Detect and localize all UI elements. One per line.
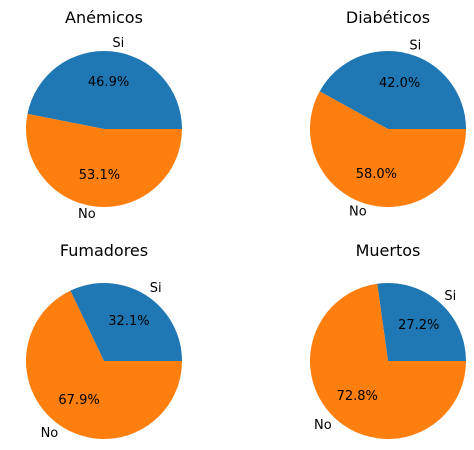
slice-label-no: No	[349, 205, 367, 220]
chart-title: Diabéticos	[346, 8, 430, 27]
chart-title: Muertos	[356, 241, 421, 260]
pie-chart-2: Diabéticos Si 42.0% No 58.0%	[309, 8, 466, 220]
slice-label-no: No	[314, 418, 332, 433]
slice-value-label-no: 58.0%	[356, 167, 397, 182]
pie-slice-si	[319, 51, 466, 129]
slice-value-label-si: 32.1%	[108, 314, 149, 329]
slice-label-no: No	[78, 207, 96, 222]
slice-label-si: Si	[409, 38, 421, 53]
slice-label-si: Si	[444, 289, 456, 304]
pie-slice-si	[70, 282, 182, 361]
pie-chart-3: Fumadores Si 32.1% No 67.9%	[25, 241, 182, 441]
pie-slice-no	[309, 91, 466, 208]
slice-label-no: No	[41, 426, 59, 441]
chart-title: Fumadores	[60, 241, 148, 260]
pie-slice-no	[25, 290, 182, 439]
slice-value-label-no: 53.1%	[79, 168, 120, 183]
slice-label-si: Si	[150, 281, 162, 296]
pie-slice-si	[27, 50, 182, 129]
pie-slice-si	[377, 282, 466, 361]
pie-slice-no	[26, 113, 183, 207]
pie-chart-4: Muertos Si 27.2% No 72.8%	[310, 241, 466, 439]
slice-value-label-no: 72.8%	[337, 389, 378, 404]
slice-value-label-si: 27.2%	[398, 318, 439, 333]
slice-value-label-si: 42.0%	[379, 76, 420, 91]
pie-chart-1: Anémicos Si 46.9% No 53.1%	[26, 8, 183, 222]
slice-label-si: Si	[112, 36, 124, 51]
pie-slice-no	[310, 283, 466, 439]
slice-value-label-si: 46.9%	[88, 75, 129, 90]
chart-title: Anémicos	[65, 8, 143, 27]
slice-value-label-no: 67.9%	[58, 393, 99, 408]
